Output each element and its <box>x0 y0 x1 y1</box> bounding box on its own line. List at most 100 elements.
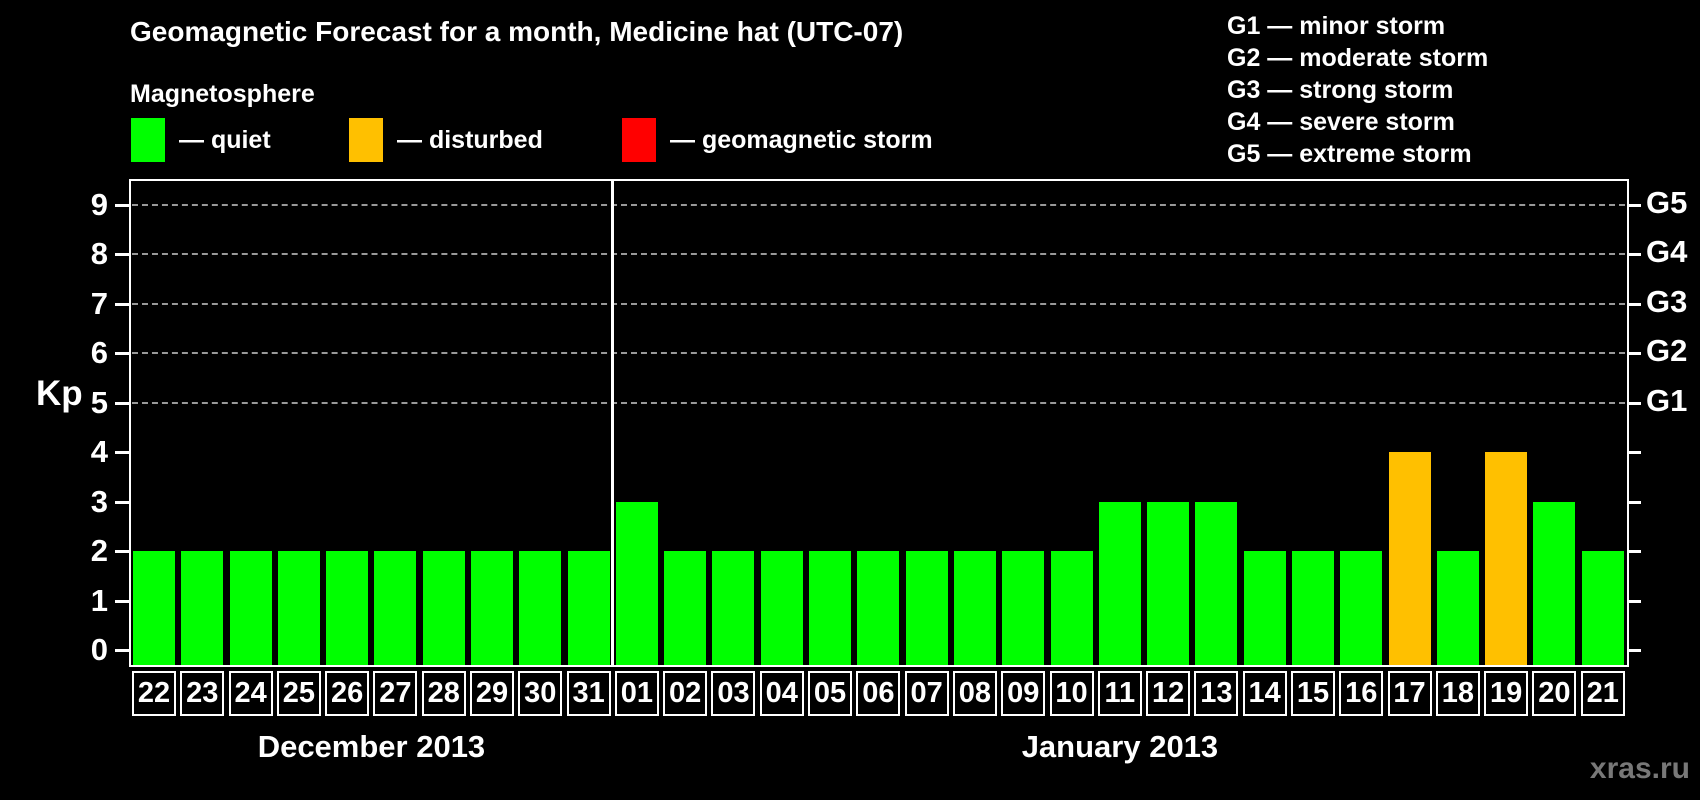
y-tick-label: 4 <box>90 434 108 469</box>
grid-line <box>132 203 1625 206</box>
y-axis-tick <box>115 500 129 504</box>
bar <box>1533 501 1576 665</box>
storm-scale-line-g3: G3 — strong storm <box>1227 76 1454 104</box>
month-label: January 2013 <box>1021 729 1219 764</box>
storm-scale-line-g4: G4 — severe storm <box>1227 108 1455 136</box>
right-axis-tick <box>1627 302 1641 306</box>
bar <box>1243 551 1286 665</box>
right-axis-tick <box>1627 352 1641 355</box>
bar <box>809 551 852 665</box>
day-label: 21 <box>1580 671 1625 716</box>
bar <box>1291 551 1334 665</box>
bar <box>277 551 320 665</box>
day-label: 14 <box>1242 671 1287 716</box>
g-scale-label: G4 <box>1646 234 1688 269</box>
day-label: 08 <box>952 671 997 716</box>
day-label: 22 <box>132 671 176 716</box>
bar <box>1436 551 1479 665</box>
plot-border <box>129 179 1629 667</box>
storm-scale-line-g2: G2 — moderate storm <box>1227 44 1489 72</box>
bar <box>326 551 369 665</box>
day-label: 09 <box>1001 671 1046 716</box>
day-label: 29 <box>470 671 515 716</box>
bar <box>181 551 224 665</box>
y-axis-tick <box>115 203 129 207</box>
y-axis-tick <box>115 302 129 306</box>
day-label: 20 <box>1532 671 1577 716</box>
chart-title: Geomagnetic Forecast for a month, Medici… <box>130 16 904 47</box>
day-label: 01 <box>614 671 659 716</box>
grid-line <box>132 352 1625 354</box>
g-scale-label: G3 <box>1646 283 1688 319</box>
grid-line <box>132 302 1625 305</box>
bar <box>712 551 755 665</box>
bar <box>615 501 658 665</box>
bar <box>519 551 562 665</box>
y-tick-label: 5 <box>90 384 108 420</box>
day-label: 06 <box>856 671 901 716</box>
day-label: 17 <box>1387 671 1432 716</box>
y-tick-label: 0 <box>90 632 108 667</box>
y-axis-tick <box>115 550 129 553</box>
bar <box>133 551 175 665</box>
right-axis-tick <box>1627 253 1641 256</box>
y-tick-label: 6 <box>90 335 108 370</box>
day-label: 10 <box>1049 671 1094 716</box>
right-axis-tick <box>1627 550 1641 553</box>
legend-item-label: — quiet <box>179 125 271 154</box>
day-label: 16 <box>1339 671 1384 716</box>
y-tick-label: 7 <box>90 285 108 321</box>
bar <box>664 551 707 665</box>
day-label: 13 <box>1194 671 1239 716</box>
bar <box>1485 452 1528 665</box>
storm-scale-legend: G1 — minor storm G2 — moderate storm G3 … <box>1227 10 1488 170</box>
day-label: 19 <box>1484 671 1529 716</box>
legend-item-storm: — geomagnetic storm <box>622 118 933 162</box>
legend-item-label: — disturbed <box>397 125 543 154</box>
grid-line <box>132 253 1625 255</box>
day-label: 25 <box>276 671 321 716</box>
g-scale-label: G2 <box>1646 333 1688 368</box>
month-separator <box>611 180 615 665</box>
day-label: 31 <box>566 671 611 716</box>
bar <box>471 551 514 665</box>
bar <box>760 551 803 665</box>
g-scale-label: G1 <box>1646 382 1688 418</box>
bar <box>1147 501 1190 665</box>
y-axis-label: Kp <box>36 374 83 413</box>
storm-scale-line-g5: G5 — extreme storm <box>1227 140 1472 168</box>
y-tick-label: 1 <box>90 582 108 618</box>
day-label: 28 <box>421 671 466 716</box>
legend-item-disturbed: — disturbed <box>349 118 543 162</box>
legend-item-quiet: — quiet <box>131 118 271 162</box>
y-tick-label: 9 <box>90 186 108 222</box>
day-label: 30 <box>518 671 563 716</box>
bar <box>374 551 417 665</box>
y-axis-tick <box>115 599 129 603</box>
day-label: 12 <box>1146 671 1191 716</box>
quiet-color-swatch <box>131 118 165 162</box>
right-axis-tick <box>1627 649 1641 652</box>
day-label: 23 <box>180 671 225 716</box>
right-axis-tick <box>1627 401 1641 405</box>
bar <box>1050 551 1093 665</box>
day-label: 18 <box>1435 671 1480 716</box>
bar <box>1002 551 1045 665</box>
bar <box>953 551 996 665</box>
storm-color-swatch <box>622 118 656 162</box>
y-axis-tick <box>115 352 129 355</box>
day-label: 07 <box>904 671 949 716</box>
bar <box>1340 551 1383 665</box>
y-tick-label: 2 <box>90 533 108 568</box>
grid-line <box>132 401 1625 404</box>
y-tick-label: 8 <box>90 236 108 271</box>
y-axis-tick <box>115 401 129 405</box>
day-label: 11 <box>1097 671 1142 716</box>
right-axis-tick <box>1627 451 1641 454</box>
bar <box>857 551 900 665</box>
day-label: 26 <box>325 671 370 716</box>
day-label: 02 <box>663 671 708 716</box>
right-axis-tick <box>1627 203 1641 207</box>
day-label: 24 <box>228 671 273 716</box>
y-axis-tick <box>115 649 129 652</box>
